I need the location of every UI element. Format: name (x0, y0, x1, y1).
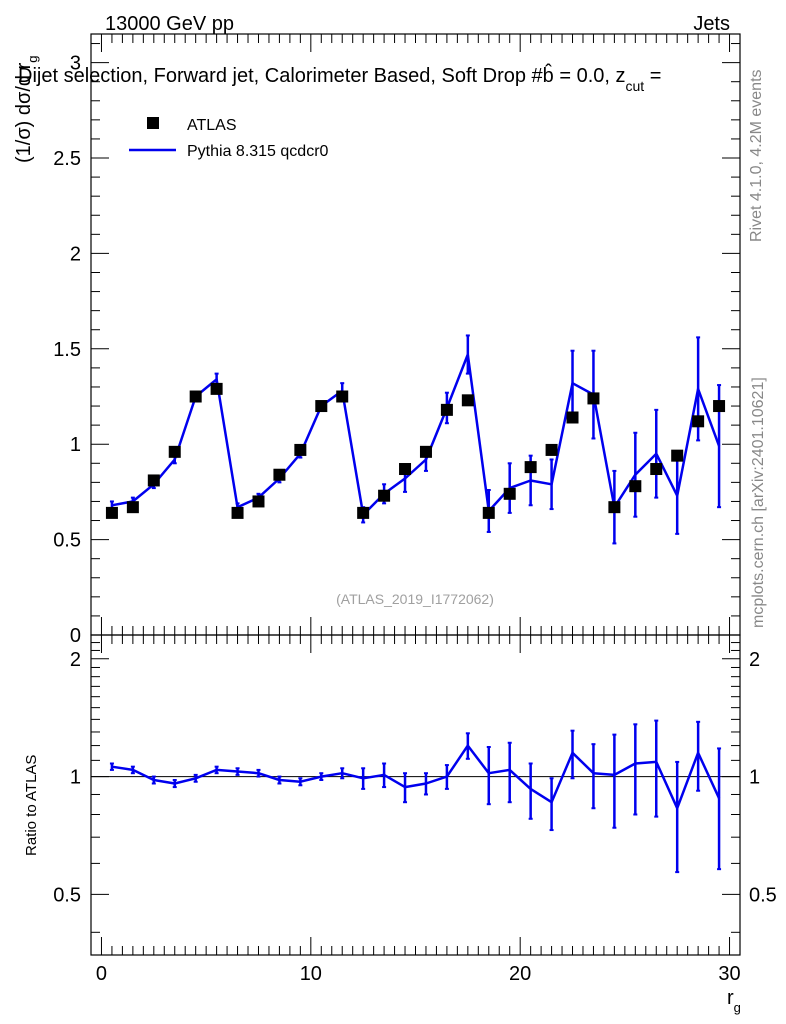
atlas-data-point (608, 501, 621, 514)
atlas-data-point (671, 449, 684, 462)
plot-title: Dijet selection, Forward jet, Calorimete… (18, 64, 661, 94)
plot-title-sub: cut (626, 78, 645, 94)
atlas-data-point (105, 506, 118, 519)
atlas-data-point (189, 390, 202, 403)
x-axis-label-sub: g (734, 1000, 741, 1015)
main-data-series (105, 382, 726, 519)
legend-pythia-label: Pythia 8.315 qcdcr0 (187, 143, 329, 160)
mc-series-line (111, 353, 721, 517)
ratio-y-axis-label: Ratio to ATLAS (23, 755, 40, 856)
main-y-tick-label: 0.5 (53, 530, 81, 552)
atlas-data-point (524, 461, 537, 474)
atlas-data-point (545, 443, 558, 456)
atlas-data-point (566, 411, 579, 424)
atlas-data-point (231, 506, 244, 519)
legend-atlas-label: ATLAS (187, 117, 237, 134)
main-y-axis-label: (1/σ) dσ/d rg (13, 56, 40, 164)
ratio-y-tick-label: 1 (70, 767, 81, 789)
atlas-data-point (629, 480, 642, 493)
atlas-data-point (336, 390, 349, 403)
x-tick-label: 10 (300, 963, 322, 985)
ratio-y-tick-label-right: 1 (749, 767, 760, 789)
atlas-data-point (378, 489, 391, 502)
atlas-data-point (357, 506, 370, 519)
ratio-y-tick-label-right: 0.5 (749, 884, 777, 906)
main-y-tick-label: 1.5 (53, 339, 81, 361)
atlas-data-point (692, 415, 705, 428)
ratio-y-tick-label-right: 2 (749, 649, 760, 671)
ratio-series (109, 719, 722, 874)
legend-atlas-marker (147, 117, 159, 129)
atlas-data-point (147, 474, 160, 487)
mcplots-reference-text: mcplots.cern.ch [arXiv:2401.10621] (750, 377, 767, 628)
x-axis-label: rg (727, 987, 741, 1015)
main-axis-ticks: 0 0.5 1 1.5 2 2.5 3 (53, 34, 741, 647)
main-y-tick-label: 2.5 (53, 148, 81, 170)
atlas-data-point (650, 463, 663, 476)
ratio-y-tick-label: 0.5 (53, 884, 81, 906)
x-tick-label: 20 (509, 963, 531, 985)
main-y-tick-label: 3 (70, 53, 81, 75)
atlas-data-point (273, 468, 286, 481)
main-y-tick-label: 1 (70, 434, 81, 456)
atlas-data-point (126, 501, 139, 514)
main-y-tick-label: 0 (70, 625, 81, 647)
atlas-data-point (440, 403, 453, 416)
atlas-data-point (419, 445, 432, 458)
atlas-data-point (713, 400, 726, 413)
x-tick-label: 30 (718, 963, 740, 985)
ratio-y-tick-label: 2 (70, 649, 81, 671)
atlas-data-point (252, 495, 265, 508)
analysis-watermark: (ATLAS_2019_I1772062) (336, 591, 494, 607)
header-energy: 13000 GeV pp (105, 13, 234, 35)
main-y-axis-label-text: (1/σ) dσ/d r (13, 62, 35, 163)
atlas-data-point (587, 392, 600, 405)
ratio-series-line (111, 744, 721, 810)
x-axis-label-text: r (727, 987, 734, 1009)
ratio-plot-frame (90, 634, 741, 956)
atlas-data-point (503, 487, 516, 500)
atlas-data-point (294, 443, 307, 456)
x-tick-label: 0 (96, 963, 107, 985)
atlas-data-point (461, 394, 474, 407)
ratio-axis-ticks: 0.5 0.51 12 20 10 20 30 (53, 635, 777, 985)
atlas-data-point (482, 506, 495, 519)
plot-title-main: Dijet selection, Forward jet, Calorimete… (18, 64, 626, 87)
main-y-tick-label: 2 (70, 243, 81, 265)
atlas-data-point (399, 463, 412, 476)
rivet-version-text: Rivet 4.1.0, 4.2M events (748, 69, 765, 242)
main-y-axis-label-sub: g (25, 56, 40, 63)
plot-title-tail: = (644, 65, 661, 87)
main-mc-series (109, 334, 722, 545)
atlas-data-point (168, 445, 181, 458)
legend: ATLAS Pythia 8.315 qcdcr0 (129, 117, 329, 160)
header-category: Jets (693, 13, 730, 35)
atlas-data-point (315, 400, 328, 413)
atlas-data-point (210, 382, 223, 395)
